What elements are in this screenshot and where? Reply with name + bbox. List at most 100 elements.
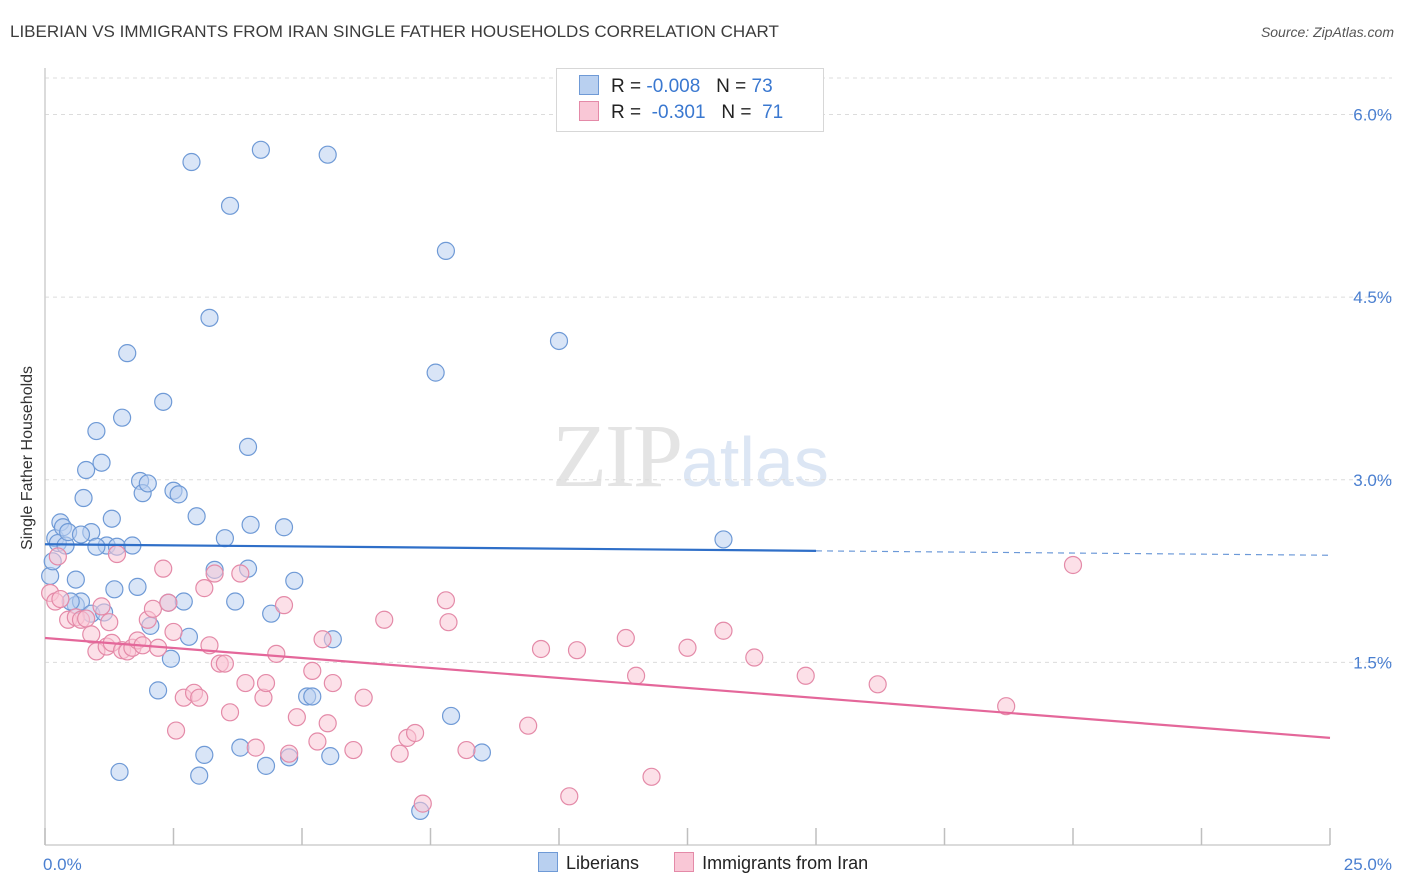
iran-point (205, 564, 224, 583)
iran-point (714, 621, 733, 640)
liberian-point (241, 515, 260, 534)
iran-point (267, 644, 286, 663)
iran-point (439, 613, 458, 632)
liberian-point (182, 152, 201, 172)
watermark-atlas: atlas (681, 423, 829, 501)
iran-point (195, 579, 214, 598)
iran-point (100, 613, 119, 632)
iran-point (626, 666, 646, 685)
iran-point (678, 638, 697, 657)
iran-point (154, 559, 173, 578)
legend-n-value: 71 (762, 102, 784, 123)
liberian-point (262, 604, 281, 623)
chart-title: LIBERIAN VS IMMIGRANTS FROM IRAN SINGLE … (10, 22, 779, 41)
legend-swatch-liberians (538, 852, 558, 872)
liberian-point (238, 437, 258, 456)
iran-point (77, 609, 96, 628)
iran-point (560, 787, 579, 806)
x-tick-label: 0.0% (43, 855, 82, 874)
axes (44, 68, 1331, 846)
iran-point (519, 716, 538, 735)
iran-point (107, 544, 127, 564)
tick-labels: 1.5% 3.0% 4.5% 6.0% 0.0% 25.0% (43, 106, 1392, 874)
iran-point (745, 648, 764, 667)
iran-point (231, 564, 250, 583)
liberian-point (169, 485, 188, 504)
iran-point (274, 596, 294, 615)
iran-point (287, 708, 306, 727)
liberian-point (154, 392, 173, 411)
legend-item-iran[interactable]: Immigrants from Iran (674, 852, 868, 874)
x-tick-label: 25.0% (1344, 855, 1392, 874)
legend-swatch-iran (579, 101, 599, 121)
liberian-trend-line (44, 543, 817, 552)
iran-point (318, 714, 337, 733)
liberian-point (426, 363, 445, 382)
iran-point (82, 625, 101, 644)
liberian-point (187, 507, 206, 526)
liberian-point (118, 344, 137, 363)
liberian-point (303, 687, 322, 706)
iran-trend-line (44, 636, 1331, 739)
legend-item-liberians[interactable]: Liberians (538, 852, 639, 874)
liberian-point (174, 592, 193, 611)
stats-legend: R = -0.008 N = 73 R = -0.301 N = 71 (556, 68, 824, 132)
iran-point (220, 703, 240, 722)
iran-point (413, 794, 432, 813)
iran-point (436, 591, 456, 610)
iran-point (642, 767, 661, 786)
iran-point (405, 723, 425, 743)
liberian-point (436, 241, 456, 260)
liberian-point (148, 681, 168, 700)
iran-point (164, 622, 183, 642)
legend-n-value: 73 (751, 76, 773, 97)
legend-r-label: R = (611, 102, 642, 123)
liberian-point (74, 488, 93, 508)
iran-point (323, 673, 342, 693)
liberian-point (87, 421, 106, 441)
liberian-point (321, 747, 340, 766)
liberian-point (195, 745, 214, 765)
liberian-point (161, 649, 181, 668)
liberian-point (441, 706, 461, 726)
series-liberians (41, 140, 733, 821)
watermark-zip: ZIP (552, 407, 683, 506)
liberian-point (285, 571, 304, 590)
iran-point (354, 688, 373, 707)
iran-point (236, 673, 255, 693)
iran-point (246, 738, 265, 757)
liberian-trend-extension (815, 550, 1331, 556)
liberian-point (190, 766, 209, 785)
liberian-point (77, 460, 96, 480)
liberian-point (251, 140, 270, 159)
liberian-point (105, 580, 124, 599)
y-tick-label: 1.5% (1353, 653, 1392, 672)
iran-point (1063, 555, 1083, 575)
liberian-point (71, 525, 91, 544)
liberian-point (220, 196, 240, 215)
liberian-point (110, 762, 129, 782)
trend-lines (44, 543, 1331, 739)
legend-row-liberians: R = -0.008 N = 73 (579, 75, 773, 99)
liberian-point (256, 756, 276, 775)
liberian-point (318, 145, 337, 164)
iran-point (280, 744, 299, 763)
iran-point (92, 597, 111, 616)
iran-point (166, 721, 186, 740)
watermark: ZIPatlas (552, 405, 829, 508)
iran-point (48, 547, 67, 566)
series-legend: Liberians Immigrants from Iran (538, 852, 898, 874)
iran-point (457, 740, 476, 760)
legend-r-label: R = (611, 76, 642, 97)
legend-label-liberians: Liberians (566, 853, 640, 873)
liberian-point (549, 331, 569, 351)
liberian-point (138, 474, 157, 493)
liberian-point (231, 738, 250, 757)
iran-point (796, 666, 815, 685)
iran-point (308, 732, 327, 751)
legend-swatch-liberians (579, 75, 599, 95)
legend-r-value: -0.301 (651, 102, 706, 123)
iran-point (303, 661, 322, 681)
iran-point (531, 639, 551, 659)
